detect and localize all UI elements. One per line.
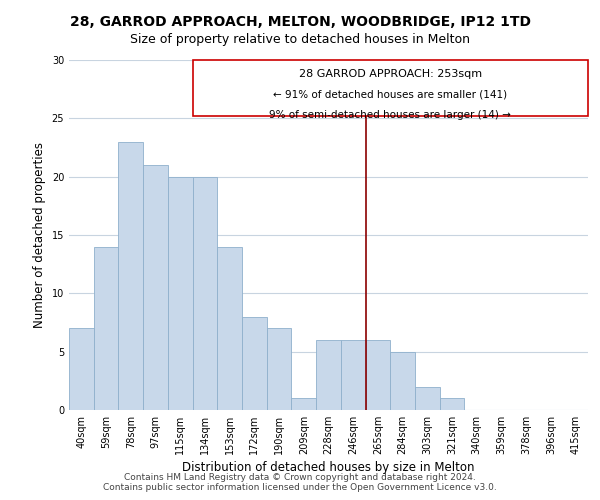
Y-axis label: Number of detached properties: Number of detached properties [33, 142, 46, 328]
Bar [390, 352, 415, 410]
Bar [118, 142, 143, 410]
Text: 28 GARROD APPROACH: 253sqm: 28 GARROD APPROACH: 253sqm [299, 70, 482, 80]
Bar [94, 246, 118, 410]
Text: 28, GARROD APPROACH, MELTON, WOODBRIDGE, IP12 1TD: 28, GARROD APPROACH, MELTON, WOODBRIDGE,… [70, 15, 530, 29]
Bar [168, 176, 193, 410]
Text: Contains HM Land Registry data © Crown copyright and database right 2024.
Contai: Contains HM Land Registry data © Crown c… [103, 473, 497, 492]
Bar [341, 340, 365, 410]
Bar [365, 340, 390, 410]
Text: Size of property relative to detached houses in Melton: Size of property relative to detached ho… [130, 32, 470, 46]
Bar [316, 340, 341, 410]
Bar [440, 398, 464, 410]
Bar [415, 386, 440, 410]
Bar [292, 398, 316, 410]
Bar [193, 176, 217, 410]
X-axis label: Distribution of detached houses by size in Melton: Distribution of detached houses by size … [182, 461, 475, 474]
Bar [193, 60, 588, 116]
Text: ← 91% of detached houses are smaller (141): ← 91% of detached houses are smaller (14… [273, 89, 508, 99]
Bar [267, 328, 292, 410]
Bar [242, 316, 267, 410]
Bar [143, 165, 168, 410]
Text: 9% of semi-detached houses are larger (14) →: 9% of semi-detached houses are larger (1… [269, 110, 511, 120]
Bar [217, 246, 242, 410]
Bar [69, 328, 94, 410]
